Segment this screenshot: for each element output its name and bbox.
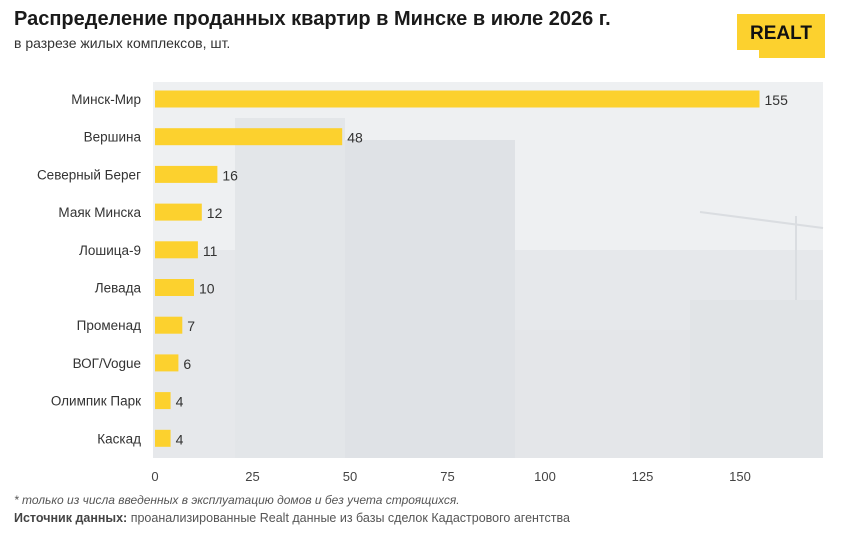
x-axis-ticks: 0 25 50 75 100 125 150 <box>151 469 750 484</box>
value-label: 155 <box>765 92 789 108</box>
value-label: 6 <box>183 356 191 372</box>
photo-tower-main <box>330 140 515 458</box>
x-tick-label: 25 <box>245 469 259 484</box>
category-label: Маяк Минска <box>58 205 141 220</box>
category-labels: Минск-Мир Вершина Северный Берег Маяк Минск… <box>37 92 142 446</box>
category-label: Минск-Мир <box>71 92 141 107</box>
source-text: проанализированные Realt данные из базы … <box>127 511 570 525</box>
source-label: Источник данных: <box>14 511 128 525</box>
value-label: 48 <box>347 130 363 146</box>
category-label: Северный Берег <box>37 167 141 182</box>
chart-subtitle: в разрезе жилых комплексов, шт. <box>14 35 231 51</box>
value-label: 12 <box>207 205 223 221</box>
x-tick-label: 125 <box>632 469 654 484</box>
bar <box>155 165 218 183</box>
bar <box>155 203 202 221</box>
bars <box>155 90 760 447</box>
x-tick-label: 100 <box>534 469 556 484</box>
x-tick-label: 50 <box>343 469 357 484</box>
value-label: 4 <box>176 431 184 447</box>
photo-low-buildings <box>515 330 690 458</box>
x-tick-label: 75 <box>440 469 454 484</box>
category-label: ВОГ/Vogue <box>73 356 141 371</box>
bar <box>155 128 343 146</box>
value-label: 16 <box>222 167 238 183</box>
photo-tower-right <box>690 300 823 458</box>
x-tick-label: 150 <box>729 469 751 484</box>
category-label: Лошица-9 <box>79 243 141 258</box>
logo-background-shape <box>737 14 825 58</box>
value-label: 10 <box>199 281 215 297</box>
value-labels: 155 48 16 12 11 10 7 6 4 4 <box>176 92 788 447</box>
value-label: 11 <box>203 243 218 259</box>
value-label: 7 <box>187 318 195 334</box>
bar <box>155 429 171 447</box>
value-label: 4 <box>176 394 184 410</box>
bar <box>155 392 171 410</box>
logo-text: REALT <box>750 23 812 44</box>
x-tick-label: 0 <box>151 469 158 484</box>
category-label: Каскад <box>97 431 141 446</box>
background-photo <box>153 82 824 458</box>
bar <box>155 90 760 108</box>
category-label: Олимпик Парк <box>51 394 141 409</box>
bar <box>155 316 183 334</box>
source-line: Источник данных: проанализированные Real… <box>14 511 570 525</box>
category-label: Левада <box>95 281 142 296</box>
footnote: * только из числа введенных в эксплуатац… <box>14 493 460 507</box>
category-label: Променад <box>77 318 141 333</box>
photo-tower-left <box>235 118 345 458</box>
bar <box>155 354 179 372</box>
category-label: Вершина <box>84 130 142 145</box>
bar <box>155 241 198 259</box>
chart-title: Распределение проданных квартир в Минске… <box>14 8 611 30</box>
photo-crane <box>699 211 824 300</box>
realt-logo: REALT <box>737 14 825 58</box>
bar <box>155 279 194 296</box>
